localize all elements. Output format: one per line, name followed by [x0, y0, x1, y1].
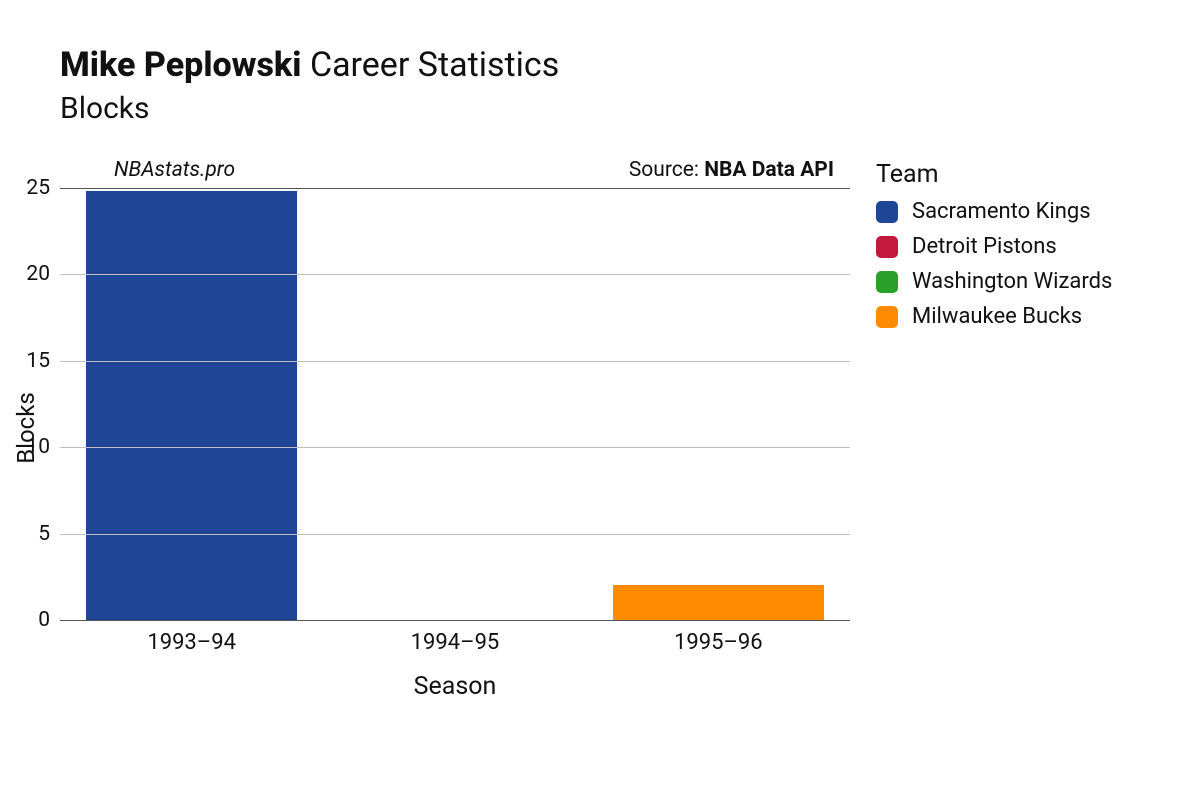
source-text: Source: NBA Data API [629, 158, 834, 182]
category-slot: 1993–94 [60, 188, 323, 620]
category-slot: 1995–96 [587, 188, 850, 620]
legend-label: Washington Wizards [912, 269, 1112, 294]
y-tick-label: 10 [26, 435, 60, 459]
y-tick-label: 0 [38, 608, 60, 632]
grid-line [60, 188, 850, 189]
category-slot: 1994–95 [323, 188, 586, 620]
y-tick-label: 20 [26, 262, 60, 286]
legend-label: Detroit Pistons [912, 234, 1057, 259]
bar [86, 191, 297, 620]
chart-subtitle: Blocks [60, 91, 1170, 126]
legend-title: Team [876, 160, 1112, 189]
chart-main: Blocks NBAstats.pro Source: NBA Data API… [60, 154, 850, 701]
legend-item: Detroit Pistons [876, 234, 1112, 259]
grid-line [60, 447, 850, 448]
legend-swatch [876, 306, 898, 328]
grid-line [60, 361, 850, 362]
x-axis-label: Season [60, 672, 850, 701]
grid-line [60, 534, 850, 535]
source-name: NBA Data API [704, 158, 834, 182]
legend-swatch [876, 271, 898, 293]
player-name: Mike Peplowski [60, 45, 302, 85]
legend: Team Sacramento Kings Detroit Pistons Wash… [850, 154, 1112, 701]
x-tick-label: 1995–96 [674, 620, 763, 655]
legend-swatch [876, 236, 898, 258]
chart-title: Mike Peplowski Career Statistics [60, 45, 1170, 85]
grid-line [60, 274, 850, 275]
chart-container: Mike Peplowski Career Statistics Blocks … [0, 0, 1200, 731]
legend-label: Milwaukee Bucks [912, 304, 1082, 329]
title-suffix: Career Statistics [310, 45, 559, 85]
brand-text: NBAstats.pro [114, 158, 235, 182]
legend-items: Sacramento Kings Detroit Pistons Washingto… [876, 199, 1112, 329]
legend-item: Milwaukee Bucks [876, 304, 1112, 329]
x-tick-label: 1994–95 [411, 620, 500, 655]
legend-item: Sacramento Kings [876, 199, 1112, 224]
source-prefix: Source: [629, 158, 704, 182]
bars-layer: 1993–941994–951995–96 [60, 188, 850, 620]
grid-line [60, 620, 850, 621]
plot-area: 1993–941994–951995–96 0510152025 [60, 188, 850, 620]
y-tick-label: 15 [26, 349, 60, 373]
chart-wrap: Blocks NBAstats.pro Source: NBA Data API… [60, 154, 1170, 701]
y-tick-label: 5 [38, 522, 60, 546]
meta-row: NBAstats.pro Source: NBA Data API [60, 154, 850, 184]
legend-swatch [876, 201, 898, 223]
bar [613, 585, 824, 620]
y-tick-label: 25 [26, 176, 60, 200]
legend-label: Sacramento Kings [912, 199, 1091, 224]
x-tick-label: 1993–94 [147, 620, 236, 655]
legend-item: Washington Wizards [876, 269, 1112, 294]
